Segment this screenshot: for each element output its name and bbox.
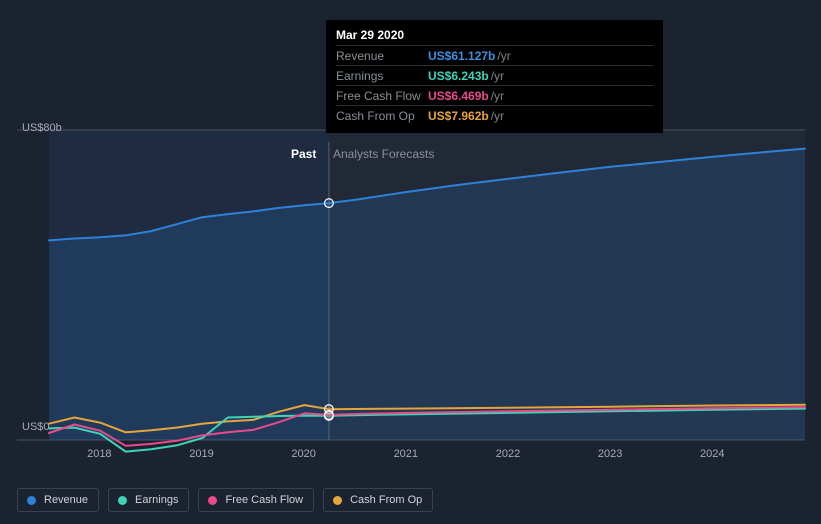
x-axis-label: 2020 xyxy=(291,448,315,460)
tooltip-table: Revenue US$61.127b/yr Earnings US$6.243b… xyxy=(336,45,653,125)
tooltip-row-value: US$6.469b/yr xyxy=(428,86,653,106)
tooltip-value: US$61.127b xyxy=(428,49,495,63)
chart-tooltip: Mar 29 2020 Revenue US$61.127b/yr Earnin… xyxy=(326,20,663,133)
y-axis-label: US$80b xyxy=(22,122,62,134)
x-axis-label: 2021 xyxy=(394,448,418,460)
forecast-label: Analysts Forecasts xyxy=(333,147,434,161)
x-axis-label: 2018 xyxy=(87,448,111,460)
tooltip-row-cashop: Cash From Op US$7.962b/yr xyxy=(336,106,653,126)
x-axis-label: 2024 xyxy=(700,448,724,460)
legend-item-label: Revenue xyxy=(44,494,88,506)
past-label: Past xyxy=(291,147,316,161)
tooltip-unit: /yr xyxy=(491,89,504,103)
legend-dot-icon xyxy=(118,496,127,505)
tooltip-value: US$7.962b xyxy=(428,109,489,123)
tooltip-row-label: Free Cash Flow xyxy=(336,86,428,106)
financials-chart: US$80b US$0 Past Analysts Forecasts 2018… xyxy=(0,0,821,524)
tooltip-row-earnings: Earnings US$6.243b/yr xyxy=(336,66,653,86)
tooltip-row-value: US$7.962b/yr xyxy=(428,106,653,126)
x-axis-label: 2022 xyxy=(496,448,520,460)
tooltip-row-value: US$61.127b/yr xyxy=(428,46,653,66)
tooltip-date: Mar 29 2020 xyxy=(336,28,653,45)
legend-item-earnings[interactable]: Earnings xyxy=(108,488,189,512)
x-axis-label: 2019 xyxy=(189,448,213,460)
x-axis-label: 2023 xyxy=(598,448,622,460)
chart-legend: Revenue Earnings Free Cash Flow Cash Fro… xyxy=(17,488,433,512)
legend-item-label: Cash From Op xyxy=(350,494,422,506)
tooltip-row-value: US$6.243b/yr xyxy=(428,66,653,86)
legend-dot-icon xyxy=(27,496,36,505)
tooltip-unit: /yr xyxy=(491,69,504,83)
tooltip-row-label: Earnings xyxy=(336,66,428,86)
tooltip-row-label: Revenue xyxy=(336,46,428,66)
tooltip-row-fcf: Free Cash Flow US$6.469b/yr xyxy=(336,86,653,106)
legend-dot-icon xyxy=(333,496,342,505)
legend-item-cashop[interactable]: Cash From Op xyxy=(323,488,433,512)
legend-dot-icon xyxy=(208,496,217,505)
tooltip-row-revenue: Revenue US$61.127b/yr xyxy=(336,46,653,66)
tooltip-unit: /yr xyxy=(491,109,504,123)
y-axis-label: US$0 xyxy=(22,421,50,433)
legend-item-revenue[interactable]: Revenue xyxy=(17,488,99,512)
tooltip-row-label: Cash From Op xyxy=(336,106,428,126)
tooltip-unit: /yr xyxy=(497,49,510,63)
legend-item-fcf[interactable]: Free Cash Flow xyxy=(198,488,314,512)
legend-item-label: Earnings xyxy=(135,494,178,506)
tooltip-value: US$6.243b xyxy=(428,69,489,83)
tooltip-value: US$6.469b xyxy=(428,89,489,103)
legend-item-label: Free Cash Flow xyxy=(225,494,303,506)
